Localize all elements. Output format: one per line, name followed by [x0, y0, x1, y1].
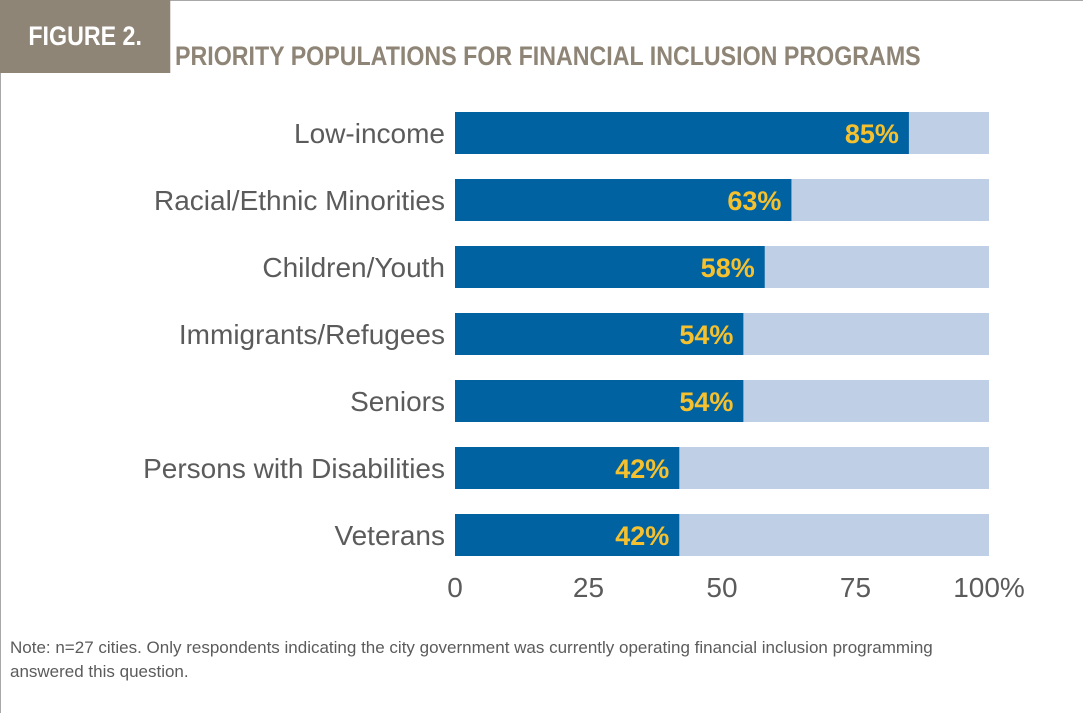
x-tick-label: 75	[840, 572, 871, 603]
bar	[455, 380, 744, 422]
x-tick-label: 25	[573, 572, 604, 603]
bar	[455, 313, 744, 355]
x-tick-label: 100%	[953, 572, 1025, 603]
data-label: 54%	[679, 320, 733, 350]
category-label: Children/Youth	[262, 252, 445, 283]
figure-note: Note: n=27 cities. Only respondents indi…	[10, 638, 933, 681]
category-label: Low-income	[294, 118, 445, 149]
figure-number-tag: FIGURE 2.	[0, 0, 171, 73]
data-label: 63%	[727, 186, 781, 216]
category-label: Racial/Ethnic Minorities	[154, 185, 445, 216]
bar	[455, 112, 909, 154]
bar	[455, 246, 765, 288]
data-label: 42%	[615, 454, 669, 484]
category-label: Seniors	[350, 386, 445, 417]
data-label: 54%	[679, 387, 733, 417]
data-label: 42%	[615, 521, 669, 551]
x-tick-label: 0	[447, 572, 463, 603]
figure-title: PRIORITY POPULATIONS FOR FINANCIAL INCLU…	[175, 41, 921, 71]
x-tick-label: 50	[706, 572, 737, 603]
data-label: 58%	[701, 253, 755, 283]
bar	[455, 514, 680, 556]
bar	[455, 447, 680, 489]
data-label: 85%	[845, 119, 899, 149]
bar	[455, 179, 792, 221]
category-label: Veterans	[334, 520, 445, 551]
category-label: Persons with Disabilities	[143, 453, 445, 484]
category-label: Immigrants/Refugees	[179, 319, 445, 350]
